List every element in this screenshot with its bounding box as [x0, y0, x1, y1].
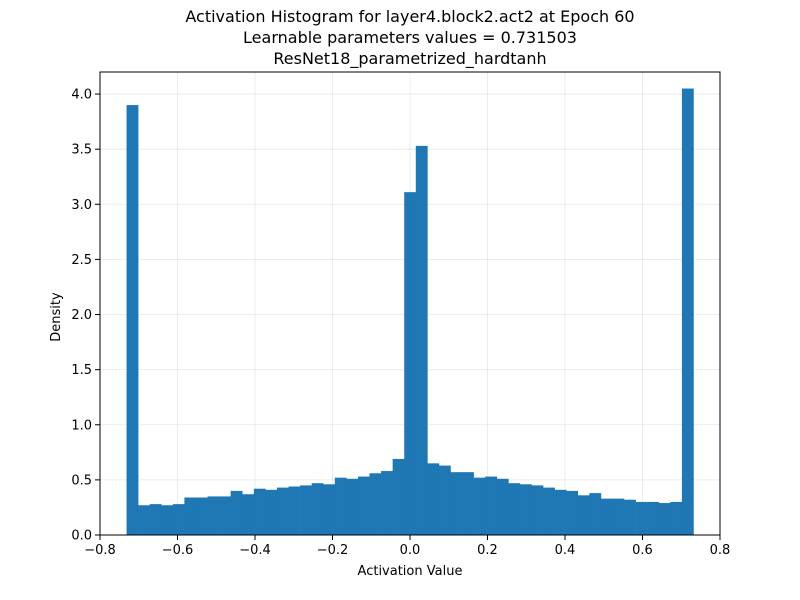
histogram-bar	[195, 497, 208, 535]
histogram-bar	[230, 490, 243, 535]
x-tick-label: 0.6	[632, 543, 653, 558]
histogram-bar	[519, 484, 532, 535]
histogram-bar	[357, 476, 370, 535]
histogram-bar	[161, 505, 174, 535]
histogram-bar	[554, 489, 567, 535]
y-axis-label: Density	[49, 292, 64, 342]
histogram-bar	[172, 504, 185, 535]
histogram-bar	[253, 488, 266, 535]
histogram-bar	[438, 465, 451, 535]
chart-subtitle-model: ResNet18_parametrized_hardtanh	[273, 49, 546, 69]
histogram-bar	[334, 477, 347, 535]
chart-title: Activation Histogram for layer4.block2.a…	[185, 7, 634, 26]
x-tick-label: 0.8	[710, 543, 731, 558]
histogram-bar	[126, 105, 139, 536]
histogram-bar	[381, 471, 393, 535]
histogram-bar	[427, 463, 440, 535]
histogram-bar	[404, 192, 417, 535]
histogram-bar	[369, 473, 382, 535]
x-tick-label: −0.4	[239, 543, 271, 558]
histogram-bar	[531, 485, 544, 535]
histogram-bar	[612, 498, 625, 535]
x-axis-label: Activation Value	[358, 564, 463, 579]
histogram-bar	[589, 493, 602, 535]
y-tick-label: 2.0	[71, 308, 92, 323]
histogram-bar	[242, 494, 255, 535]
histogram-bar	[392, 458, 405, 535]
chart-subtitle: Learnable parameters values = 0.731503	[243, 28, 577, 47]
y-axis-ticks: 0.0 0.5 1.0 1.5 2.0 2.5 3.0 3.5 4.0	[71, 88, 100, 544]
y-tick-label: 1.5	[71, 363, 92, 378]
histogram-bar	[473, 477, 486, 535]
histogram-bar	[311, 483, 324, 535]
histogram-bar	[288, 486, 301, 535]
x-tick-label: −0.8	[84, 543, 116, 558]
y-tick-label: 2.5	[71, 253, 92, 268]
histogram-bars	[126, 88, 694, 536]
histogram-bar	[138, 505, 150, 535]
histogram-bar	[681, 88, 694, 536]
histogram-bar	[577, 495, 590, 535]
histogram-bar	[566, 490, 579, 535]
histogram-bar	[184, 497, 197, 535]
histogram-bar	[149, 504, 162, 535]
histogram-bar	[462, 472, 474, 535]
histogram-bar	[543, 487, 555, 535]
histogram-bar	[647, 501, 660, 535]
histogram-bar	[624, 499, 636, 535]
histogram-bar	[600, 498, 613, 535]
x-tick-label: 0.2	[477, 543, 498, 558]
histogram-bar	[276, 487, 289, 535]
y-tick-label: 3.0	[71, 198, 92, 213]
histogram-bar	[496, 478, 509, 535]
y-tick-label: 1.0	[71, 418, 92, 433]
x-axis-ticks: −0.8 −0.6 −0.4 −0.2 0.0 0.2 0.4 0.6 0.8	[84, 535, 730, 558]
histogram-bar	[346, 478, 359, 535]
histogram-bar	[485, 476, 498, 535]
y-tick-label: 0.5	[71, 473, 92, 488]
histogram-bar	[265, 489, 278, 535]
x-tick-label: −0.2	[317, 543, 349, 558]
histogram-bar	[323, 484, 336, 535]
histogram-bar	[415, 145, 428, 535]
histogram-bar	[635, 501, 648, 535]
histogram-bar	[219, 496, 231, 535]
histogram-bar	[670, 501, 683, 535]
histogram-bar	[658, 503, 671, 535]
histogram-bar	[450, 472, 463, 535]
y-tick-label: 3.5	[71, 143, 92, 158]
histogram-bar	[207, 496, 220, 535]
x-tick-label: 0.4	[555, 543, 576, 558]
y-tick-label: 4.0	[71, 88, 92, 103]
histogram-bar	[508, 483, 521, 535]
histogram-bar	[300, 485, 312, 535]
x-tick-label: −0.6	[162, 543, 194, 558]
x-tick-label: 0.0	[400, 543, 421, 558]
y-tick-label: 0.0	[71, 529, 92, 544]
